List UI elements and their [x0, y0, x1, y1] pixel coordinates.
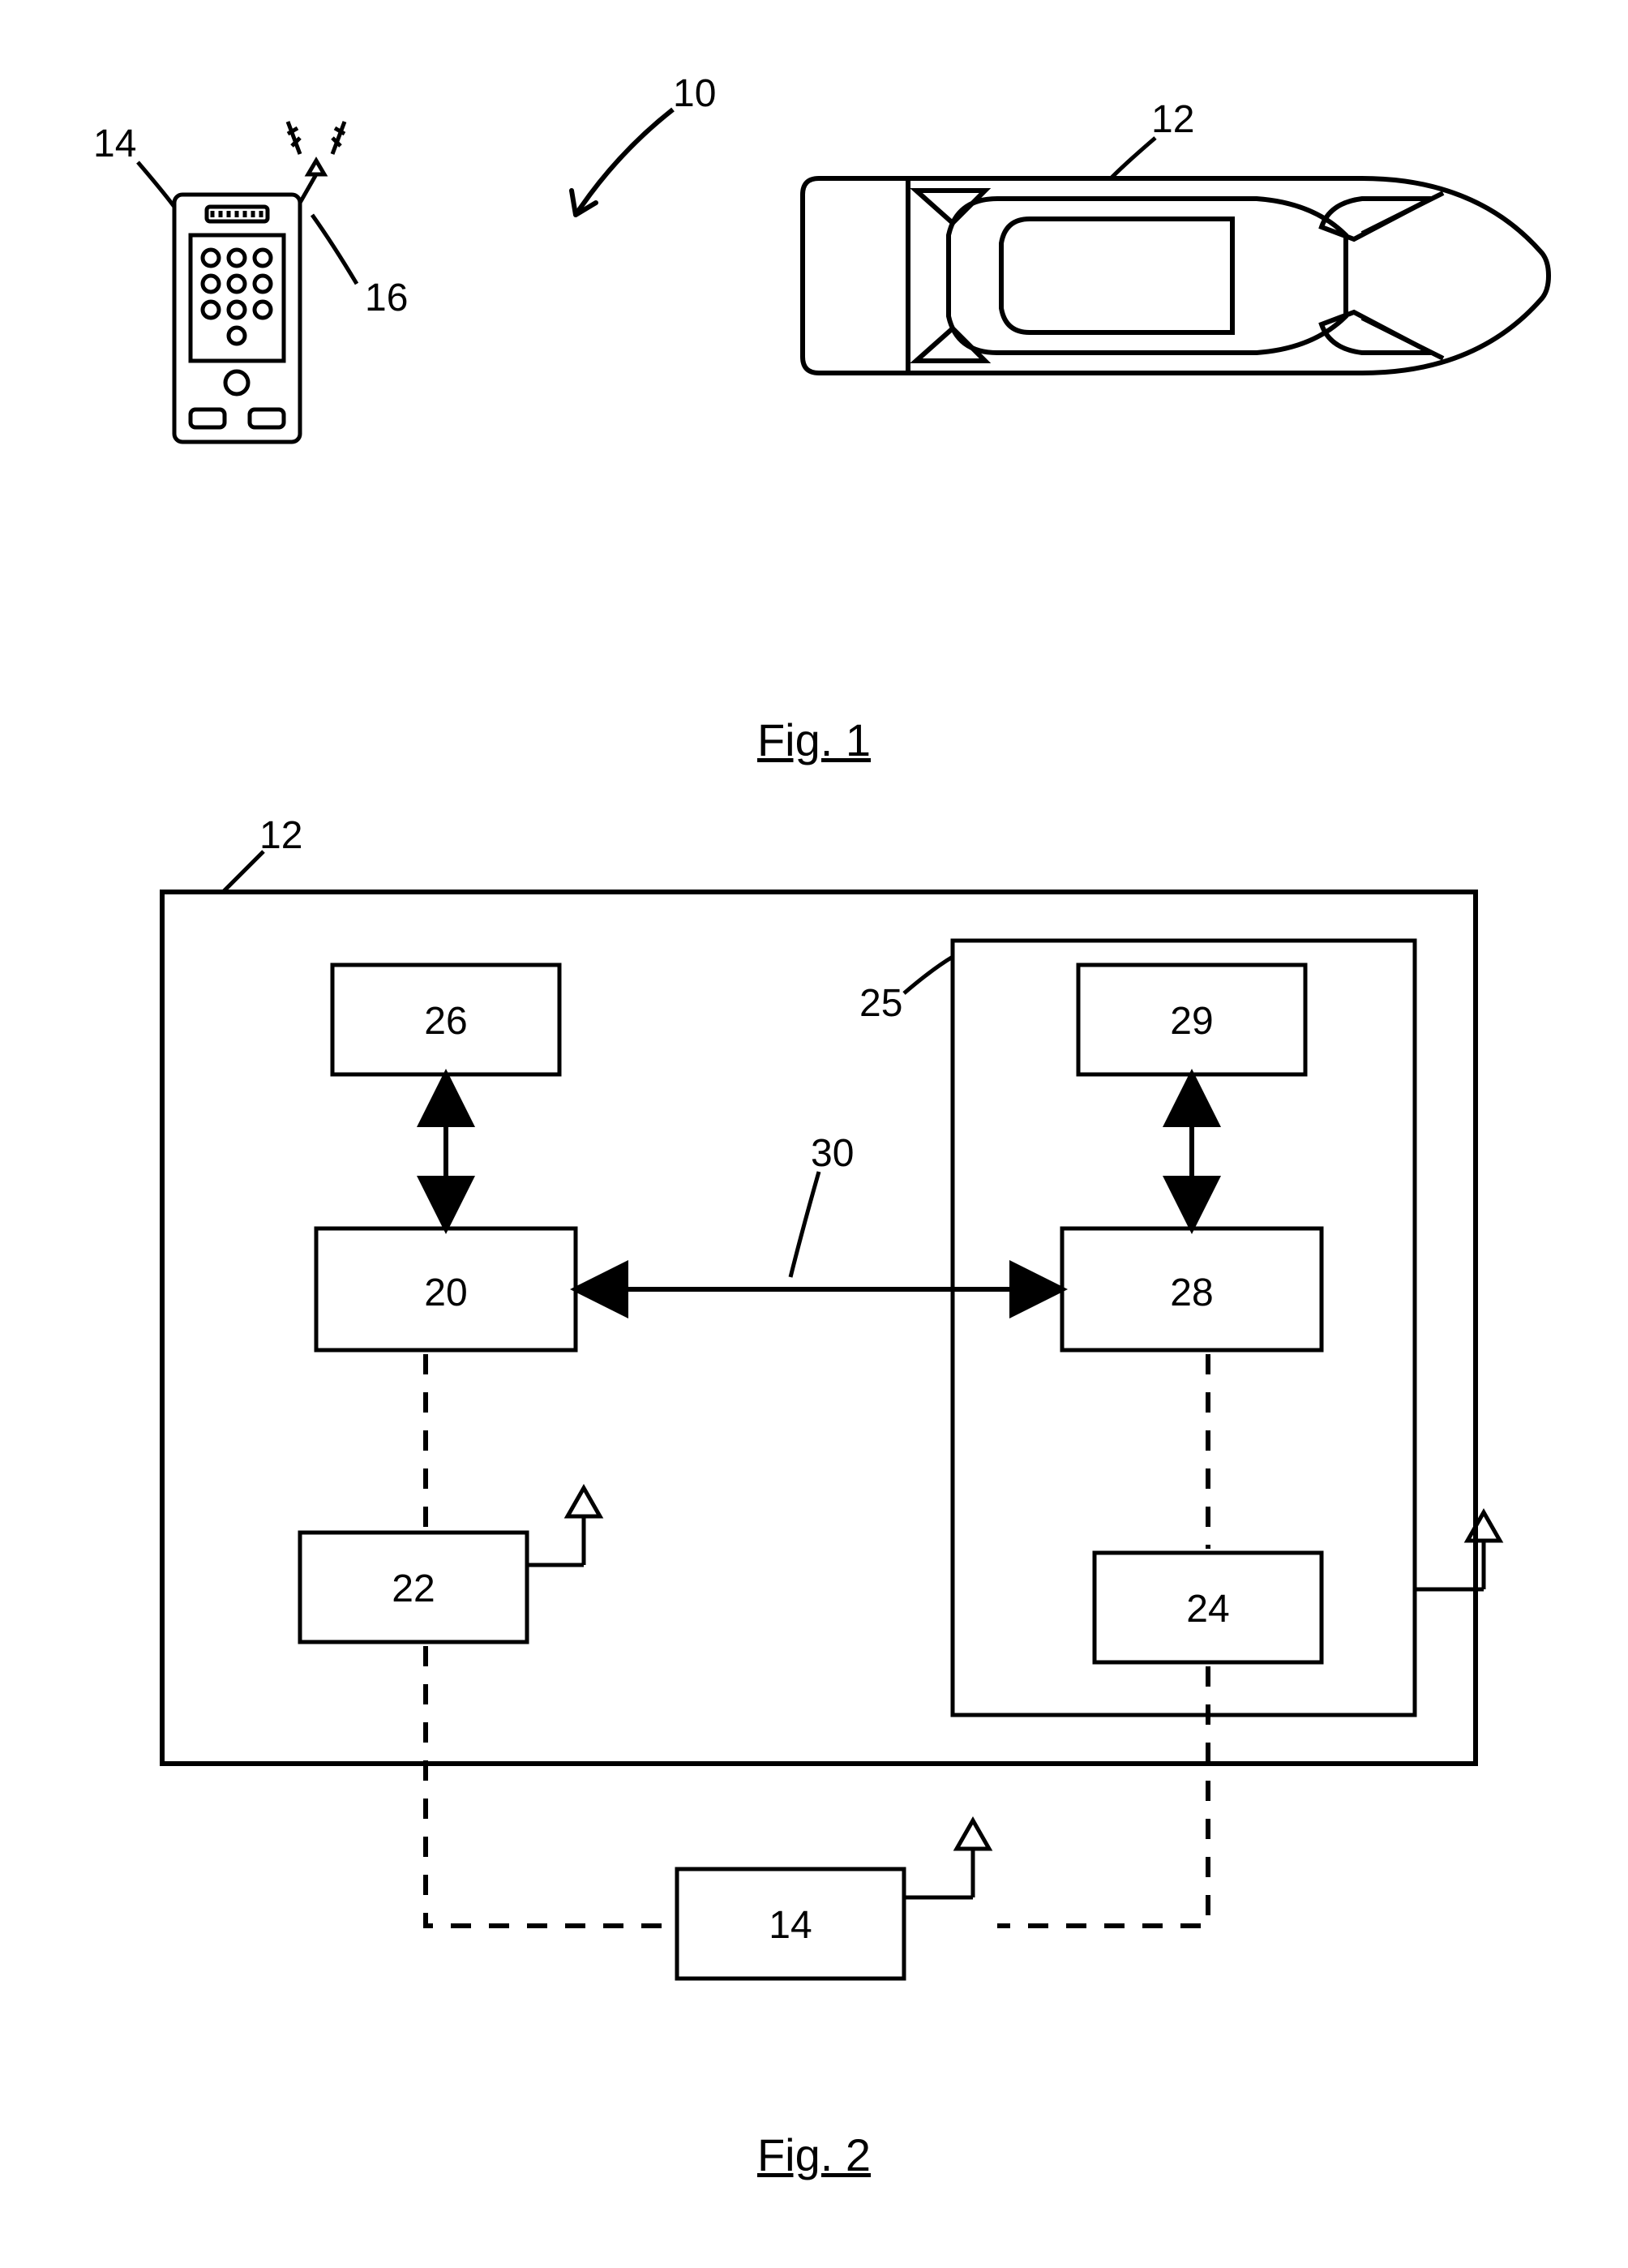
antenna-24: [1415, 1512, 1500, 1589]
label-30: 30: [811, 1131, 854, 1176]
antenna-14: [904, 1820, 989, 1897]
text-22: 22: [392, 1567, 435, 1610]
text-20: 20: [424, 1271, 467, 1314]
label-25: 25: [859, 981, 902, 1026]
text-28: 28: [1170, 1271, 1213, 1314]
text-24: 24: [1186, 1588, 1229, 1631]
figure-2: 26 29 20 28 22 24 14 12 25 30: [32, 799, 1596, 2096]
label-14-leader: [138, 162, 174, 207]
label-25-leader: [904, 957, 953, 993]
label-10-arrow: [572, 109, 673, 215]
car-drawing: [803, 178, 1549, 373]
text-14: 14: [769, 1904, 812, 1947]
fig1-svg: [32, 32, 1596, 600]
label-12-leader-fig2: [223, 851, 263, 892]
antenna-22: [527, 1488, 600, 1565]
figure-1: 10 12 14 16: [32, 32, 1596, 681]
label-12-fig2: 12: [259, 813, 302, 858]
dashed-22-14: [426, 1646, 673, 1926]
label-16: 16: [365, 276, 408, 320]
label-16-leader: [312, 215, 357, 284]
outer-box-12: [162, 892, 1476, 1764]
fig2-title: Fig. 2: [32, 2129, 1596, 2181]
label-12: 12: [1151, 97, 1194, 142]
fig1-title: Fig. 1: [32, 714, 1596, 766]
phone-device: [174, 122, 345, 442]
dashed-24-14: [997, 1666, 1208, 1926]
text-26: 26: [424, 1000, 467, 1043]
label-14: 14: [93, 122, 136, 166]
label-30-leader: [790, 1172, 819, 1277]
label-10: 10: [673, 71, 716, 116]
text-29: 29: [1170, 1000, 1213, 1043]
label-12-leader: [1111, 138, 1155, 178]
box-25: [953, 941, 1415, 1715]
fig2-svg: 26 29 20 28 22 24 14: [32, 799, 1596, 2056]
